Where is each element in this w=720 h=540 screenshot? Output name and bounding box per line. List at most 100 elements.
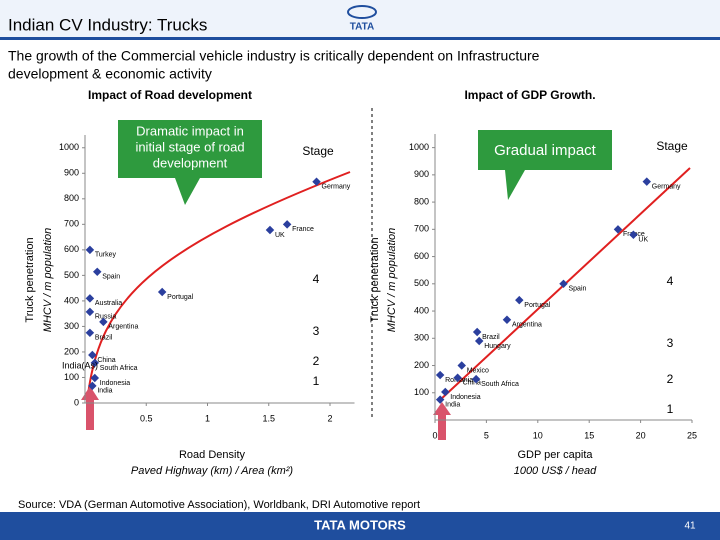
point <box>435 370 445 380</box>
point <box>282 220 292 229</box>
stage-number: 1 <box>667 402 674 416</box>
point-label: Argentina <box>512 322 542 329</box>
x-axis-label: Road Density <box>179 449 246 461</box>
point <box>502 315 512 325</box>
stage-label: Stage <box>302 144 334 158</box>
y-tick-label: 1000 <box>59 142 79 152</box>
callout <box>118 120 262 205</box>
y-tick-label: 0 <box>74 397 79 407</box>
point <box>441 387 450 397</box>
point <box>453 373 462 383</box>
point-label: Mexico <box>467 367 489 374</box>
point-label: Russia <box>95 314 117 321</box>
point-label: South Africa <box>100 365 138 372</box>
point-label: Brazil <box>482 334 500 341</box>
y-tick-label: 300 <box>414 333 429 343</box>
point <box>265 225 275 235</box>
point-label: Germany <box>322 184 351 191</box>
point-label: Turkey <box>95 252 117 259</box>
header-rule <box>0 37 720 40</box>
source: Source: VDA (German Automotive Associati… <box>18 499 420 511</box>
point <box>85 307 95 317</box>
y-tick-label: 400 <box>64 295 79 305</box>
slide-title: Indian CV Industry: Trucks <box>8 15 207 34</box>
x-tick-label: 5 <box>484 430 489 440</box>
point <box>642 177 652 186</box>
point <box>90 358 100 368</box>
point <box>457 361 466 370</box>
point-label: India <box>97 388 112 395</box>
point-label: China <box>463 380 481 387</box>
x-axis-label: 1000 US$ / head <box>514 465 597 477</box>
x-axis-label: Paved Highway (km) / Area (km²) <box>131 465 294 477</box>
point-label: Spain <box>102 274 120 281</box>
logo-mark <box>347 5 377 19</box>
annotation: India(As) <box>62 360 98 370</box>
y-tick-label: 700 <box>414 224 429 234</box>
point <box>312 177 321 186</box>
india-arrow <box>433 402 451 440</box>
callout-text: initial stage of road <box>135 139 244 154</box>
y-tick-label: 800 <box>414 196 429 206</box>
y-axis-label: MHCV / m population <box>42 228 54 333</box>
point <box>435 395 445 404</box>
stage-number: 2 <box>313 354 320 368</box>
point-label: Brazil <box>95 335 113 342</box>
stage-number: 2 <box>667 372 674 386</box>
point <box>99 317 108 327</box>
point-label: UK <box>638 237 648 244</box>
point-label: Indonesia <box>450 394 480 401</box>
point-label: China <box>97 357 115 364</box>
point-label: Germany <box>652 184 681 191</box>
point-label: Argentina <box>108 324 138 331</box>
y-tick-label: 100 <box>64 372 79 382</box>
point-label: Spain <box>569 286 587 293</box>
point <box>85 294 95 303</box>
point-label: France <box>292 226 314 233</box>
y-axis-label: MHCV / m population <box>386 228 398 333</box>
point <box>471 374 481 384</box>
india-arrow <box>81 386 99 430</box>
y-tick-label: 400 <box>414 305 429 315</box>
point <box>157 287 167 297</box>
x-tick-label: 20 <box>636 430 646 440</box>
point-label: Portugal <box>524 302 551 309</box>
point <box>93 267 102 277</box>
y-tick-label: 500 <box>414 278 429 288</box>
y-tick-label: 300 <box>64 321 79 331</box>
y-tick-label: 200 <box>64 346 79 356</box>
point-label: Indonesia <box>100 380 130 387</box>
x-tick-label: 0 <box>432 430 437 440</box>
x-tick-label: 10 <box>533 430 543 440</box>
y-tick-label: 600 <box>64 244 79 254</box>
stage-number: 1 <box>313 374 320 388</box>
footer-brand: TATA MOTORS <box>314 517 406 532</box>
subtitle: development & economic activity <box>8 66 212 82</box>
point <box>474 336 484 346</box>
point <box>85 245 95 255</box>
y-tick-label: 900 <box>414 169 429 179</box>
point-label: Portugal <box>167 294 194 301</box>
footer-band <box>0 512 720 540</box>
point <box>88 381 97 391</box>
point <box>88 350 97 360</box>
y-tick-label: 900 <box>64 168 79 178</box>
point-label: UK <box>275 232 285 239</box>
stage-number: 3 <box>313 324 320 338</box>
stage-number: 3 <box>667 336 674 350</box>
point <box>90 373 100 383</box>
page-number: 41 <box>684 521 696 532</box>
stage-number: 4 <box>313 272 320 286</box>
point <box>515 295 524 305</box>
point-label: Hungary <box>484 343 511 350</box>
callout-text: development <box>153 155 228 170</box>
trend-line <box>87 171 351 396</box>
x-tick-label: 1 <box>205 413 210 423</box>
y-tick-label: 800 <box>64 193 79 203</box>
x-tick-label: 1.5 <box>262 413 275 423</box>
point <box>472 327 482 337</box>
x-tick-label: 0.5 <box>140 413 153 423</box>
point-label: South Africa <box>481 381 519 388</box>
stage-number: 4 <box>667 274 674 288</box>
subtitle: The growth of the Commercial vehicle ind… <box>8 48 540 64</box>
